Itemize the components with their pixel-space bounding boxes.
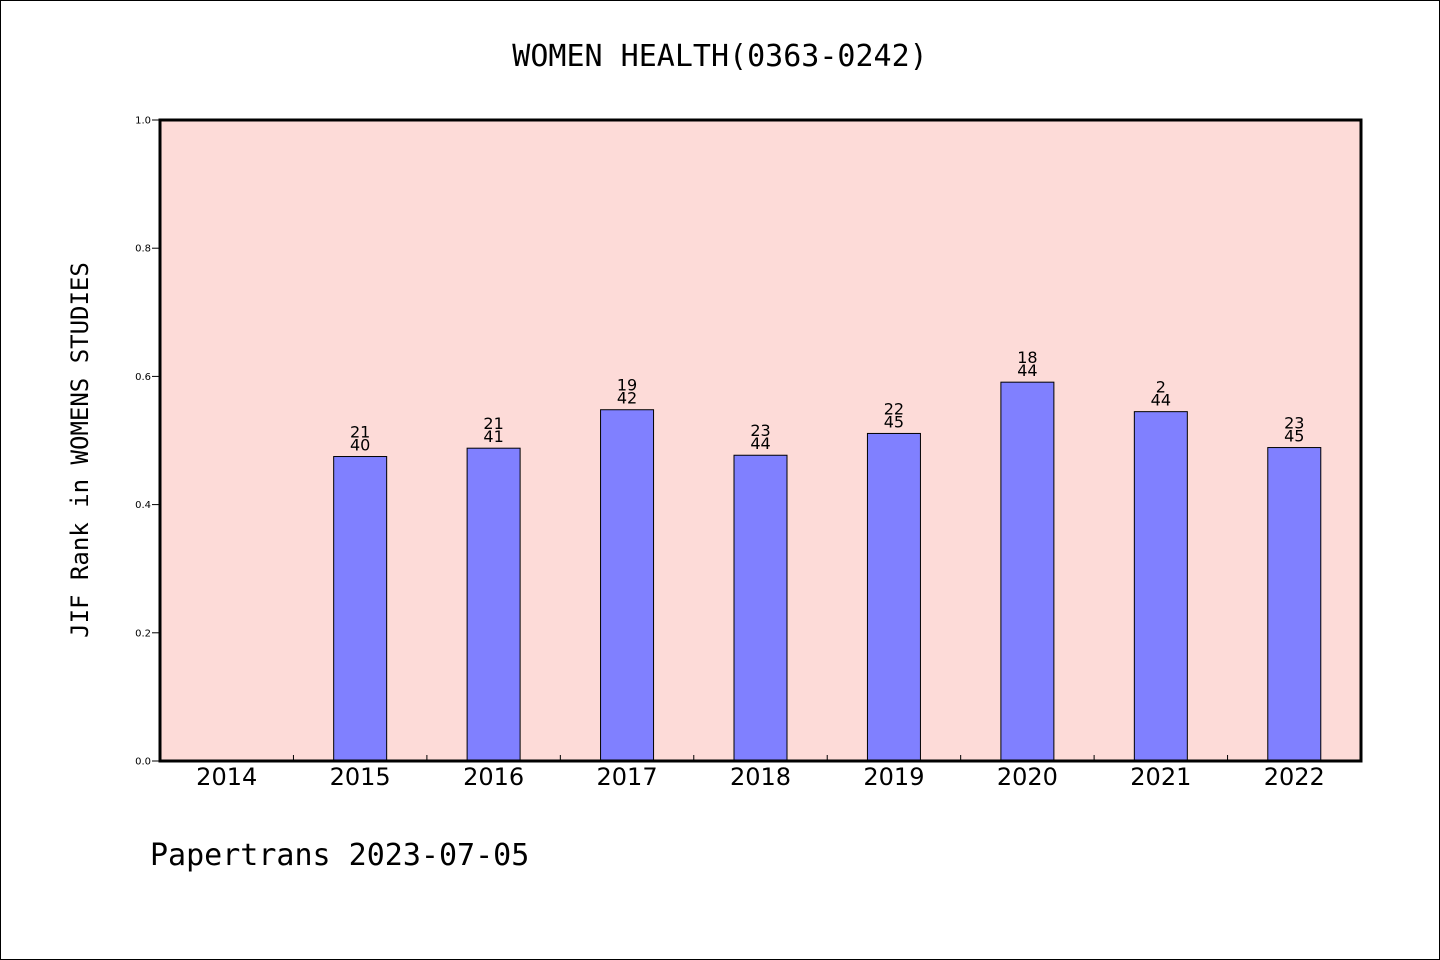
x-tick-label: 2021 xyxy=(1130,763,1191,791)
bar xyxy=(466,447,521,762)
y-axis-label: JIF Rank in WOMENS STUDIES xyxy=(66,262,94,638)
bar xyxy=(1000,381,1055,762)
bar-label-rank: 21 xyxy=(483,414,503,433)
bar-label-rank: 18 xyxy=(1017,348,1037,367)
plot-border xyxy=(158,118,1363,763)
footer-credit: Papertrans 2023-07-05 xyxy=(150,838,529,873)
bar-label-rank: 22 xyxy=(884,399,904,418)
x-tick-label: 2022 xyxy=(1264,763,1325,791)
x-tick-label: 2014 xyxy=(196,763,257,791)
bar-label-rank: 19 xyxy=(617,376,637,395)
bar xyxy=(866,432,921,762)
bar-label-total: 41 xyxy=(483,427,503,446)
x-tick-label: 2019 xyxy=(863,763,924,791)
bar-series xyxy=(333,381,1322,762)
x-tick-label: 2017 xyxy=(597,763,658,791)
bar xyxy=(1133,411,1188,762)
x-tick-label: 2018 xyxy=(730,763,791,791)
y-tick-label: 1.0 xyxy=(135,116,151,127)
bar-label-total: 44 xyxy=(1017,361,1037,380)
y-tick-label: 0.6 xyxy=(135,372,151,383)
bar-label-rank: 2 xyxy=(1156,378,1166,397)
y-tick-label: 0.8 xyxy=(135,244,151,255)
chart-title: WOMEN HEALTH(0363-0242) xyxy=(512,39,927,74)
bar-label-total: 45 xyxy=(884,412,904,431)
bar-label-total: 44 xyxy=(750,434,770,453)
bar-label-rank: 23 xyxy=(1284,414,1304,433)
x-tick-label: 2020 xyxy=(997,763,1058,791)
x-tick-label: 2016 xyxy=(463,763,524,791)
bar-label-total: 42 xyxy=(617,389,637,408)
bar xyxy=(733,454,788,762)
bar-label-rank: 21 xyxy=(350,423,370,442)
bar-label-rank: 23 xyxy=(750,421,770,440)
y-axis: 0.0 0.2 0.4 0.6 0.8 1.0 xyxy=(135,116,160,768)
y-tick-label: 0.2 xyxy=(135,628,151,639)
bar xyxy=(600,409,655,762)
y-tick-label: 0.4 xyxy=(135,500,151,511)
x-tick-label: 2015 xyxy=(330,763,391,791)
x-axis: 2014 2015 2016 2017 2018 2019 2020 2021 2022 xyxy=(196,755,1325,791)
bar-label-total: 45 xyxy=(1284,427,1304,446)
bar-label-total: 40 xyxy=(350,436,370,455)
y-tick-label: 0.0 xyxy=(135,757,151,768)
bar-label-total: 44 xyxy=(1151,391,1171,410)
bar xyxy=(333,456,388,762)
bar xyxy=(1267,447,1322,762)
